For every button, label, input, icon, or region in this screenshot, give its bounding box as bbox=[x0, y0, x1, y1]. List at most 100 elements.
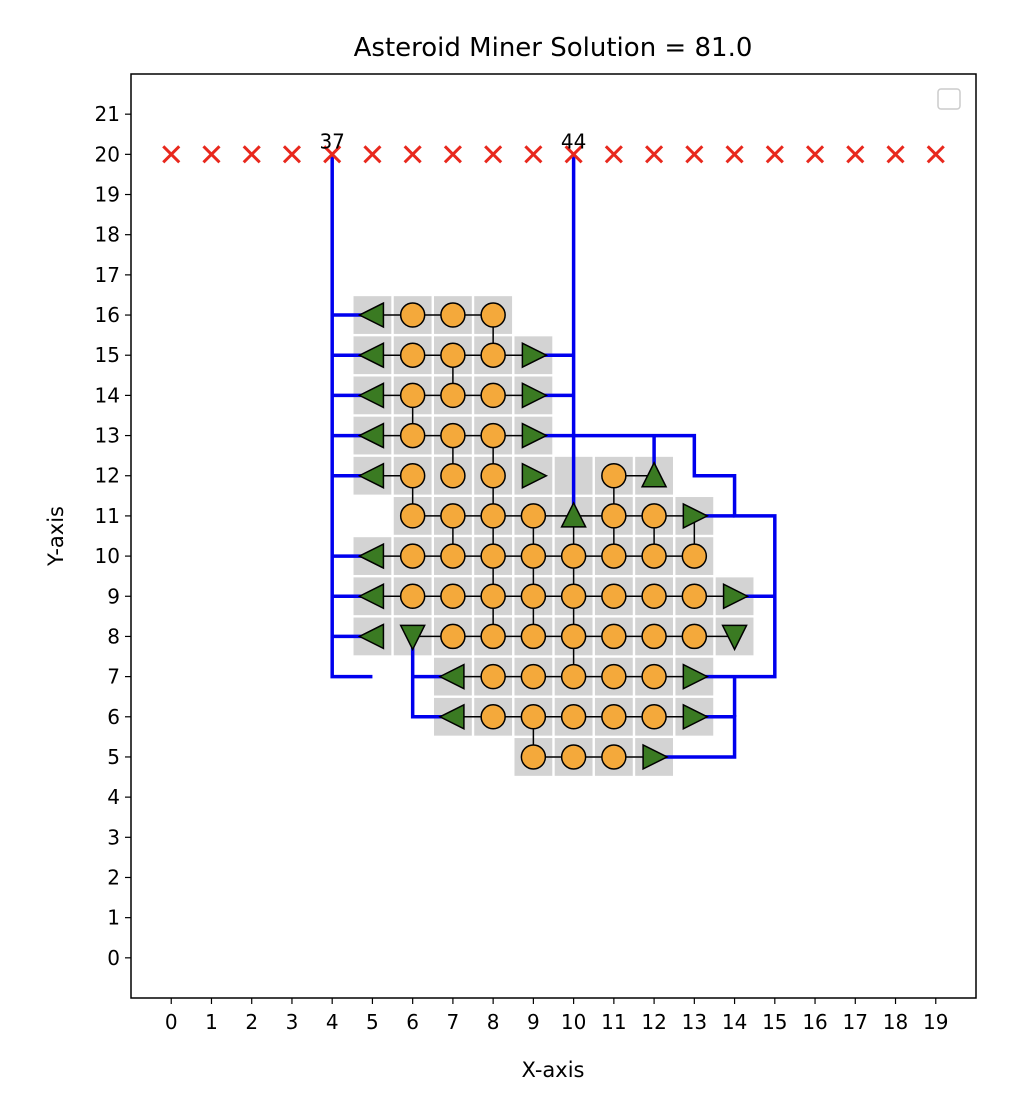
y-tick-label: 11 bbox=[95, 504, 120, 528]
arrow-right-marker bbox=[521, 462, 549, 489]
y-tick-label: 1 bbox=[107, 906, 120, 930]
asteroid-node bbox=[601, 462, 627, 489]
x-tick-label: 8 bbox=[487, 1010, 500, 1034]
x-tick-label: 9 bbox=[527, 1010, 540, 1034]
asteroid-node bbox=[440, 302, 466, 328]
asteroid-node bbox=[440, 623, 466, 650]
asteroid-node bbox=[480, 422, 506, 449]
mining-path bbox=[533, 433, 777, 679]
asteroid-node bbox=[601, 704, 627, 730]
base-x-marker bbox=[645, 145, 664, 164]
asteroid-node bbox=[560, 663, 587, 690]
annotation-label: 37 bbox=[319, 129, 344, 153]
x-tick-label: 3 bbox=[286, 1010, 299, 1034]
x-tick-label: 6 bbox=[406, 1010, 419, 1034]
annotation-label: 44 bbox=[561, 129, 586, 153]
base-x-marker bbox=[846, 145, 865, 164]
asteroid-node bbox=[560, 744, 587, 770]
x-tick-label: 16 bbox=[802, 1010, 827, 1034]
asteroid-node bbox=[601, 744, 627, 770]
asteroid-node bbox=[399, 462, 426, 489]
legend-box bbox=[937, 88, 961, 110]
base-x-marker bbox=[725, 145, 744, 164]
base-x-marker bbox=[604, 145, 623, 164]
chart-title: Asteroid Miner Solution = 81.0 bbox=[354, 33, 753, 63]
mining-path bbox=[654, 715, 737, 759]
base-x-marker bbox=[363, 145, 382, 164]
base-x-marker bbox=[765, 145, 784, 164]
arrow-left-marker bbox=[357, 342, 385, 369]
arrow-left-marker bbox=[357, 623, 385, 650]
y-tick-label: 10 bbox=[95, 544, 120, 568]
arrow-left-marker bbox=[357, 422, 385, 449]
x-tick-label: 15 bbox=[762, 1010, 787, 1034]
asteroid-node bbox=[520, 623, 547, 650]
y-tick-label: 16 bbox=[95, 303, 120, 327]
x-tick-label: 10 bbox=[561, 1010, 586, 1034]
arrow-right-marker bbox=[722, 583, 750, 610]
y-tick-label: 15 bbox=[95, 343, 120, 367]
asteroid-node bbox=[440, 382, 466, 409]
y-tick-label: 13 bbox=[95, 424, 120, 448]
arrow-left-marker bbox=[357, 462, 385, 489]
asteroid-node bbox=[601, 663, 627, 690]
arrow-right-marker bbox=[521, 382, 549, 409]
asteroid-node bbox=[399, 382, 426, 409]
asteroid-node bbox=[681, 543, 708, 569]
arrow-right-marker bbox=[521, 422, 549, 449]
asteroid-node bbox=[480, 623, 506, 650]
x-tick-label: 17 bbox=[843, 1010, 868, 1034]
y-tick-label: 12 bbox=[95, 464, 120, 488]
asteroid-node bbox=[560, 543, 587, 569]
y-tick-label: 0 bbox=[107, 946, 120, 970]
asteroid-node bbox=[480, 382, 506, 409]
arrow-up-marker bbox=[640, 461, 668, 488]
asteroid-node bbox=[681, 583, 708, 610]
base-x-marker bbox=[162, 145, 181, 164]
asteroid-node bbox=[601, 583, 627, 610]
base-x-marker bbox=[805, 145, 825, 164]
y-tick-label: 3 bbox=[107, 825, 120, 849]
arrow-left-marker bbox=[357, 301, 385, 329]
y-tick-label: 6 bbox=[107, 705, 120, 729]
asteroid-node bbox=[440, 543, 466, 569]
base-x-marker bbox=[484, 145, 503, 164]
asteroid-node bbox=[560, 583, 587, 610]
arrow-up-marker bbox=[560, 501, 587, 528]
asteroid-node bbox=[520, 583, 547, 610]
base-x-marker bbox=[524, 145, 543, 164]
x-tick-label: 14 bbox=[722, 1010, 747, 1034]
asteroid-node bbox=[641, 543, 667, 569]
asteroid-node bbox=[601, 503, 627, 529]
asteroid-node bbox=[641, 704, 667, 730]
base-x-marker bbox=[443, 145, 462, 164]
arrow-down-marker bbox=[399, 624, 426, 652]
arrow-left-marker bbox=[357, 542, 385, 570]
mining-path bbox=[330, 154, 373, 679]
y-tick-label: 20 bbox=[95, 142, 120, 166]
y-tick-label: 2 bbox=[107, 865, 120, 889]
y-tick-label: 17 bbox=[95, 263, 120, 287]
arrow-right-marker bbox=[682, 502, 710, 530]
arrow-left-marker bbox=[357, 583, 385, 610]
y-tick-label: 5 bbox=[107, 745, 120, 769]
asteroid-node bbox=[440, 422, 466, 449]
asteroid-node bbox=[399, 503, 426, 529]
asteroid-node bbox=[480, 583, 506, 610]
asteroid-node bbox=[520, 704, 547, 730]
arrow-right-marker bbox=[521, 342, 549, 369]
plot-area: 37 44 bbox=[162, 129, 945, 776]
asteroid-node bbox=[560, 704, 587, 730]
x-tick-label: 12 bbox=[641, 1010, 666, 1034]
asteroid-node bbox=[560, 623, 587, 650]
arrow-right-marker bbox=[642, 743, 669, 771]
base-x-marker bbox=[202, 145, 221, 164]
y-tick-label: 4 bbox=[107, 785, 120, 809]
x-tick-label: 11 bbox=[601, 1010, 626, 1034]
asteroid-node bbox=[480, 503, 506, 529]
arrow-down-marker bbox=[721, 624, 748, 652]
x-tick-label: 7 bbox=[447, 1010, 460, 1034]
y-tick-label: 21 bbox=[95, 102, 120, 126]
